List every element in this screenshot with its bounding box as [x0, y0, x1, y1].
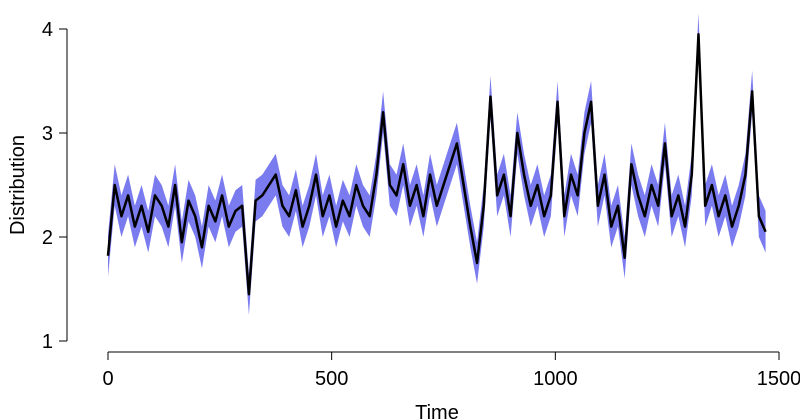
x-axis-label: Time [415, 402, 459, 419]
x-tick-label: 0 [102, 368, 113, 390]
y-tick-label: 1 [42, 331, 53, 353]
confidence-band [108, 13, 766, 316]
x-tick-label: 1000 [533, 368, 578, 390]
y-tick-label: 3 [42, 123, 53, 145]
x-tick-label: 1500 [757, 368, 800, 390]
x-tick-label: 500 [315, 368, 348, 390]
y-axis-label: Distribution [7, 135, 29, 235]
y-tick-label: 4 [42, 19, 53, 41]
y-tick-label: 2 [42, 227, 53, 249]
series-line [106, 32, 767, 296]
